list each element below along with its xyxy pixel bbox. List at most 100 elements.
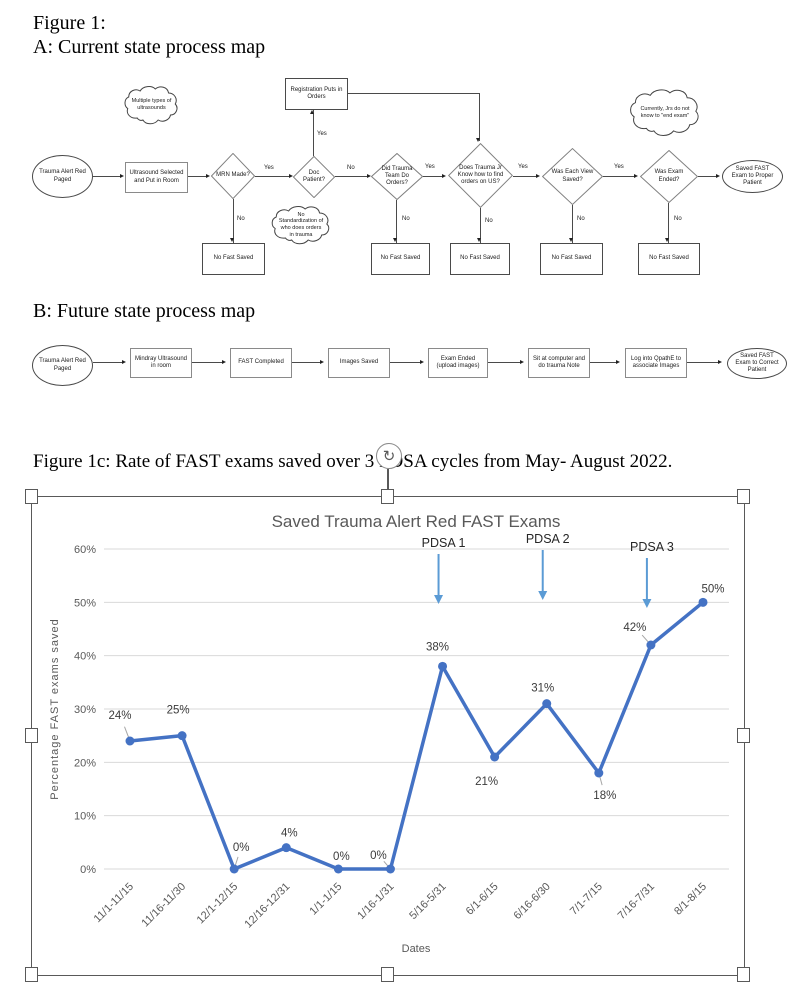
svg-text:10%: 10% (74, 811, 96, 823)
svg-text:12/16-12/31: 12/16-12/31 (242, 881, 292, 931)
node-each-view-saved: Was Each View Saved? (542, 148, 603, 205)
edge-label-yes: Yes (518, 164, 528, 170)
selection-handle-top-middle[interactable] (381, 489, 394, 504)
svg-text:31%: 31% (531, 683, 554, 695)
svg-text:7/1-7/15: 7/1-7/15 (568, 881, 605, 918)
arrowhead-icon (718, 360, 722, 364)
node-b-images-saved: Images Saved (328, 348, 390, 378)
rotate-glyph: ↻ (382, 448, 396, 465)
node-ultrasound-selected: Ultrasound Selected and Put in Room (125, 162, 188, 193)
chart-title: Saved Trauma Alert Red FAST Exams (272, 512, 561, 531)
node-no-fast-saved-1: No Fast Saved (202, 243, 265, 275)
node-label: Registration Puts in Orders (290, 86, 343, 100)
node-label: MRN Made? (216, 172, 250, 179)
annotation-arrow-icon (434, 595, 444, 604)
node-label: No Fast Saved (460, 255, 500, 262)
svg-text:40%: 40% (74, 651, 96, 663)
chart-markers (125, 597, 708, 874)
node-label: No Fast Saved (649, 255, 689, 262)
connector (488, 362, 521, 363)
node-exam-ended: Was Exam Ended? (640, 150, 698, 203)
node-mrn-made: MRN Made? (211, 153, 255, 199)
svg-text:50%: 50% (701, 583, 724, 595)
svg-text:12/1-12/15: 12/1-12/15 (195, 881, 241, 927)
node-label: Saved FAST Exam to Correct Patient (735, 352, 779, 374)
svg-text:24%: 24% (108, 710, 131, 722)
node-label: Saved FAST Exam to Proper Patient (731, 165, 774, 187)
connector (513, 176, 538, 177)
arrowhead-icon (536, 174, 540, 178)
connector (396, 200, 397, 243)
chart-series-line (128, 600, 705, 871)
node-did-trauma-team-orders: Did Trauma Team Do Orders? (371, 153, 423, 200)
connector (590, 362, 618, 363)
chart-x-ticks: 11/1-11/15 11/16-11/30 12/1-12/15 12/16-12/… (92, 881, 710, 931)
node-b-trauma-note: Sit at computer and do trauma Note (528, 348, 590, 378)
connector (668, 203, 669, 243)
connector (188, 176, 207, 177)
arrowhead-icon (122, 360, 126, 364)
edge-label-no: No (485, 218, 493, 224)
diamond-shape (293, 156, 335, 198)
node-label: Log into QpathE to associate Images (630, 355, 682, 369)
diamond-shape (211, 153, 255, 199)
node-label: No Fast Saved (213, 255, 254, 262)
chart-y-ticks: 0% 10% 20% 30% 40% 50% 60% (74, 544, 96, 876)
svg-text:38%: 38% (426, 641, 449, 653)
selection-handle-bottom-right[interactable] (737, 967, 750, 982)
node-b-fast-completed: FAST Completed (230, 348, 292, 378)
arrowhead-icon (520, 360, 524, 364)
node-label: Ultrasound Selected and Put in Room (129, 170, 184, 184)
svg-text:11/16-11/30: 11/16-11/30 (139, 881, 188, 930)
edge-label-yes: Yes (264, 165, 274, 171)
chart-x-axis-title: Dates (402, 943, 431, 955)
chart-data-labels: 24% 25% 0% 4% 0% 0% 38% 21% 31% 18% 42% 50% (108, 583, 724, 863)
chart-annotations: PDSA 1 PDSA 2 PDSA 3 (422, 532, 674, 608)
svg-text:1/1-1/15: 1/1-1/15 (307, 881, 344, 918)
node-label: Mindray Ultrasound in room (134, 355, 188, 369)
selection-handle-top-right[interactable] (737, 489, 750, 504)
svg-text:25%: 25% (167, 705, 190, 717)
connector (423, 176, 444, 177)
cloud-multiple-label: Multiple types of ultrasounds (131, 98, 172, 111)
svg-text:18%: 18% (593, 790, 616, 802)
chart-canvas: Saved Trauma Alert Red FAST Exams 0% 10% 20… (49, 512, 729, 955)
annotation-arrow-icon (642, 599, 652, 608)
edge-label-no: No (237, 216, 245, 222)
cloud-currently-label: Currently, Jrs do not know to "end exam" (640, 105, 690, 119)
rotation-handle-stem (387, 469, 389, 497)
node-b-qpath: Log into QpathE to associate Images (625, 348, 687, 378)
connector (480, 208, 481, 243)
node-no-fast-saved-2: No Fast Saved (371, 243, 430, 275)
svg-text:50%: 50% (74, 597, 96, 609)
diamond-shape (371, 153, 423, 200)
node-no-fast-saved-5: No Fast Saved (638, 243, 700, 275)
edge-label-no: No (577, 216, 585, 222)
current-state-flowchart: Multiple types of ultrasounds Currently,… (0, 70, 788, 315)
node-saved-fast-proper: Saved FAST Exam to Proper Patient (722, 160, 783, 193)
arrowhead-icon (393, 238, 397, 242)
arrowhead-icon (367, 174, 371, 178)
selection-handle-top-left[interactable] (25, 489, 38, 504)
svg-text:6/16-6/30: 6/16-6/30 (511, 881, 552, 922)
selection-handle-middle-left[interactable] (25, 728, 38, 743)
node-trauma-alert-paged: Trauma Alert Red Paged (32, 155, 93, 198)
rotate-handle-icon[interactable]: ↻ (376, 443, 402, 469)
chart-image-selection-frame[interactable]: Saved Trauma Alert Red FAST Exams 0% 10% 20… (25, 443, 750, 982)
node-label: Trauma Alert Red Paged (39, 358, 86, 372)
edge-label-yes: Yes (317, 131, 327, 137)
arrowhead-icon (616, 360, 620, 364)
connector (313, 110, 314, 156)
figure1c-caption: Figure 1c: Rate of FAST exams saved over… (33, 451, 673, 472)
svg-text:0%: 0% (233, 842, 250, 854)
selection-handle-middle-right[interactable] (737, 728, 750, 743)
node-label: Doc Patient? (302, 169, 326, 183)
arrowhead-icon (310, 110, 314, 114)
node-label: Exam Ended (upload images) (436, 355, 480, 369)
arrowhead-icon (665, 238, 669, 242)
connector (603, 176, 636, 177)
sectionA-title: A: Current state process map (33, 36, 266, 58)
arrowhead-icon (634, 174, 638, 178)
selection-handle-bottom-left[interactable] (25, 967, 38, 982)
selection-handle-bottom-middle[interactable] (381, 967, 394, 982)
